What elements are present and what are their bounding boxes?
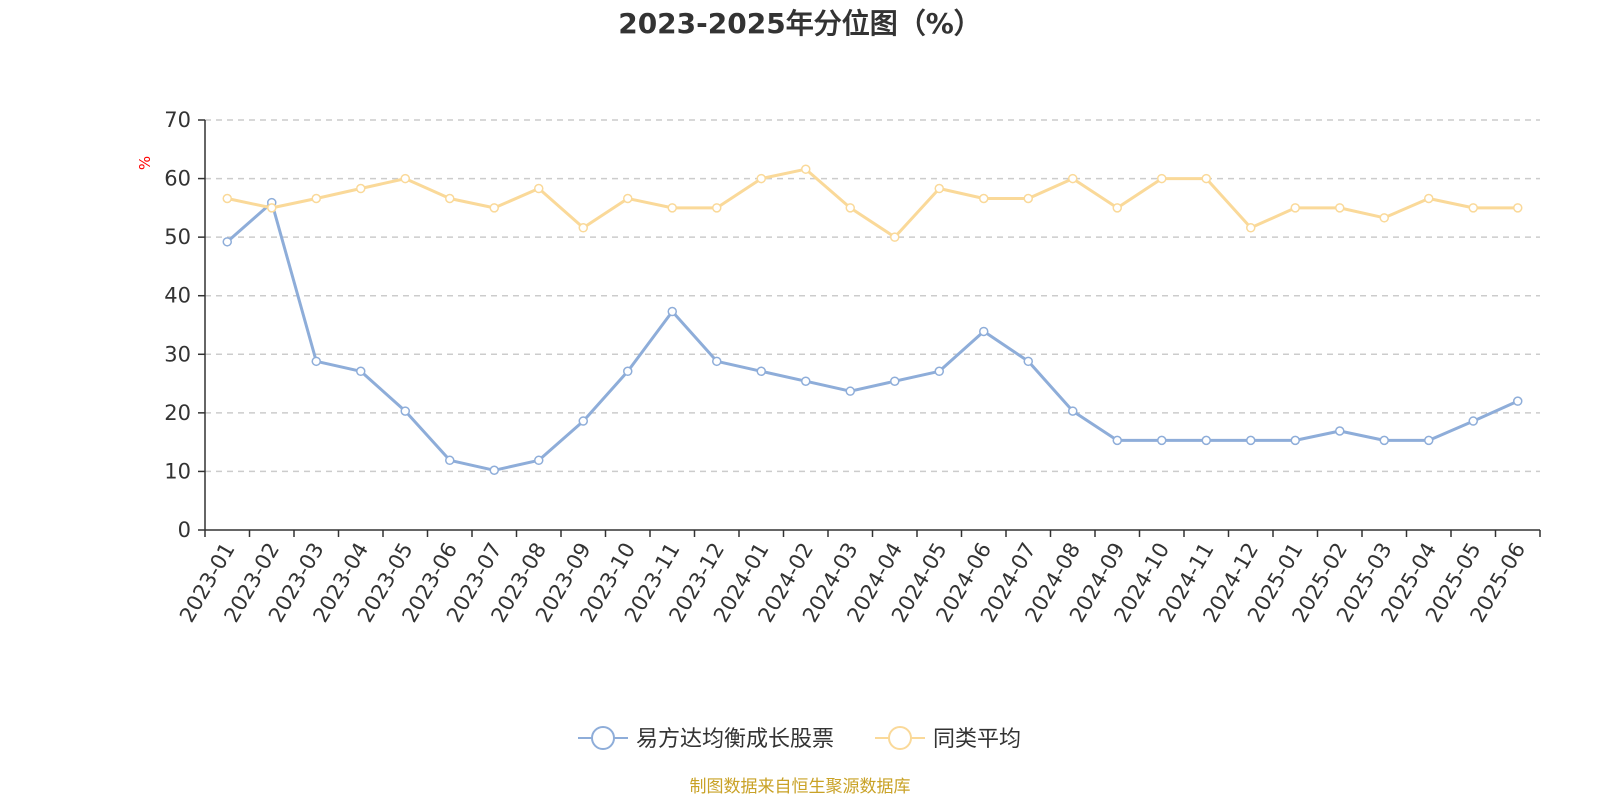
series-points [222, 164, 1523, 476]
data-point [623, 193, 633, 204]
data-point [1023, 193, 1033, 204]
data-point [578, 416, 588, 426]
data-point [489, 203, 499, 213]
data-point [445, 455, 455, 466]
data-point [311, 193, 321, 204]
data-point [712, 203, 722, 213]
data-point [1468, 203, 1478, 213]
data-point [534, 455, 544, 466]
data-point [1335, 203, 1345, 213]
series-line-0 [226, 201, 1519, 472]
data-point [1513, 203, 1523, 213]
data-point [890, 376, 900, 386]
series-line-1 [226, 167, 1518, 239]
data-point [1157, 173, 1167, 184]
data-point [1424, 193, 1434, 204]
data-point [400, 406, 410, 416]
data-point [222, 237, 232, 247]
y-tick-label: 10 [164, 459, 191, 483]
data-point [934, 366, 944, 377]
legend-marker-icon [888, 726, 912, 750]
data-point [890, 232, 900, 242]
data-point [979, 326, 989, 337]
data-point [1068, 406, 1078, 416]
data-point [1335, 426, 1345, 436]
data-point [756, 173, 766, 184]
y-tick-label: 40 [164, 284, 191, 308]
data-point [1068, 173, 1078, 184]
data-point [934, 183, 944, 194]
legend-label: 易方达均衡成长股票 [636, 727, 834, 752]
data-point [756, 366, 766, 377]
legend-item-1[interactable]: 同类平均 [875, 726, 1021, 752]
data-point [222, 193, 232, 204]
legend-marker-icon [591, 726, 615, 750]
data-point [356, 366, 366, 377]
data-point [1201, 173, 1211, 184]
data-point [845, 386, 855, 396]
data-point [1201, 435, 1211, 446]
data-point [356, 183, 366, 194]
y-tick-label: 60 [164, 167, 191, 191]
data-point [1513, 396, 1523, 406]
data-point [311, 356, 321, 367]
data-point [489, 465, 499, 476]
y-tick-label: 70 [164, 108, 191, 132]
y-tick-labels: 0 10 20 30 40 50 60 70 [164, 108, 191, 542]
x-tick-labels: 2023-012023-022023-032023-042023-052023-… [175, 539, 1530, 627]
data-point [667, 306, 677, 317]
source-note: 制图数据来自恒生聚源数据库 [690, 777, 911, 797]
data-point [845, 203, 855, 213]
data-point [1112, 203, 1122, 213]
data-point [1290, 203, 1300, 213]
legend[interactable]: 易方达均衡成长股票 同类平均 [578, 726, 1021, 752]
data-point [801, 164, 811, 174]
data-point [534, 183, 544, 194]
series-lines [226, 167, 1519, 472]
data-point [1379, 213, 1389, 223]
data-point [400, 173, 410, 184]
data-point [979, 193, 989, 204]
data-point [1468, 416, 1478, 426]
data-point [445, 193, 455, 204]
data-point [801, 376, 811, 386]
legend-item-0[interactable]: 易方达均衡成长股票 [578, 726, 834, 752]
data-point [1157, 435, 1167, 446]
chart-title: 2023-2025年分位图（%） [618, 7, 982, 40]
y-tick-label: 50 [164, 225, 191, 249]
y-tick-label: 0 [178, 518, 191, 542]
data-point [1424, 435, 1434, 446]
y-axis-unit: % [136, 156, 154, 170]
data-point [623, 366, 633, 377]
y-tick-label: 30 [164, 342, 191, 366]
data-point [1023, 356, 1033, 367]
data-point [1379, 435, 1389, 446]
axes [198, 119, 1541, 537]
data-point [578, 223, 588, 233]
data-point [1246, 223, 1256, 233]
y-tick-label: 20 [164, 401, 191, 425]
data-point [667, 203, 677, 213]
data-point [1290, 435, 1300, 446]
data-point [267, 203, 277, 213]
data-point [712, 356, 722, 367]
data-point [1112, 435, 1122, 446]
data-point [1246, 435, 1256, 446]
legend-label: 同类平均 [933, 727, 1021, 752]
grid-lines [205, 119, 1540, 473]
